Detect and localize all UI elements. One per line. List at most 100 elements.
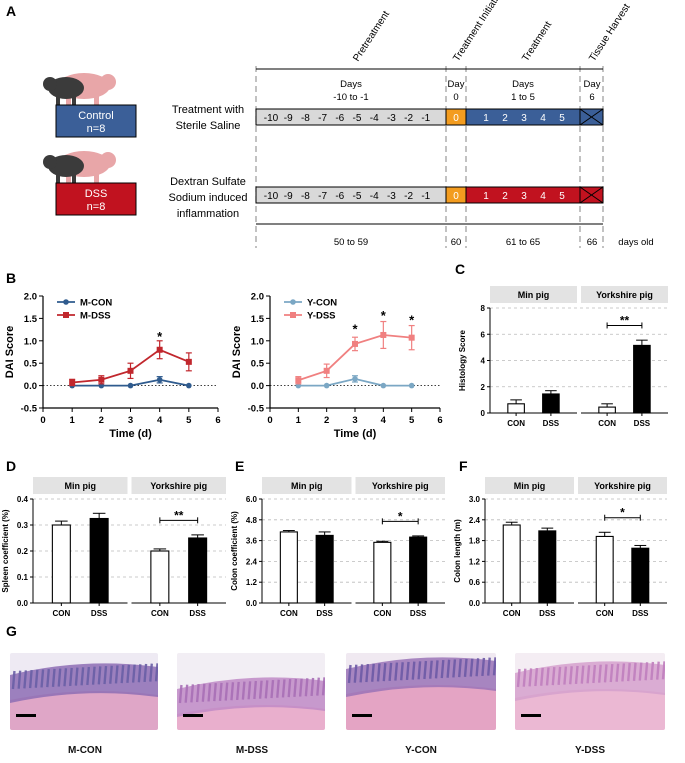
header-day0-line1: Day bbox=[448, 79, 465, 90]
scale-bar bbox=[16, 714, 36, 717]
facet-strip bbox=[355, 477, 445, 494]
crypt bbox=[86, 666, 91, 686]
crypt bbox=[190, 684, 195, 703]
y-tick-label: 4 bbox=[481, 357, 486, 366]
x-tick-label: CON bbox=[373, 609, 391, 618]
data-point bbox=[156, 346, 163, 353]
crypt bbox=[551, 667, 556, 686]
x-tick-label: 3 bbox=[128, 415, 133, 426]
facet-strip bbox=[131, 477, 226, 494]
phase-label-initiation: Treatment Initiation bbox=[451, 0, 507, 64]
crypt bbox=[516, 668, 521, 688]
x-tick-label: CON bbox=[503, 609, 521, 618]
histology-illustration bbox=[515, 653, 665, 730]
data-point bbox=[295, 377, 302, 384]
panel-letter-a: A bbox=[6, 3, 16, 19]
histology-illustration bbox=[346, 653, 496, 730]
histology-image-y-con bbox=[346, 653, 496, 730]
y-tick-label: 0.1 bbox=[17, 573, 29, 582]
crypt bbox=[586, 665, 591, 684]
chart-histology: 0 2 4 6 8 Histology Score Min pig CON DSS Yorkshi… bbox=[458, 286, 668, 428]
crypt bbox=[376, 663, 381, 682]
legend-marker bbox=[63, 312, 69, 318]
x-axis-label: Time (d) bbox=[109, 428, 152, 440]
day-label: -6 bbox=[335, 113, 344, 124]
crypt bbox=[661, 661, 665, 680]
day-label: 1 bbox=[483, 113, 489, 124]
y-tick-label: 2.0 bbox=[251, 292, 264, 303]
x-tick-label: CON bbox=[598, 419, 616, 428]
crypt bbox=[522, 668, 527, 687]
panel-letter-g: G bbox=[6, 623, 17, 639]
x-tick-label: CON bbox=[507, 419, 525, 428]
day-label: -5 bbox=[353, 113, 362, 124]
y-tick-label: 0.5 bbox=[251, 359, 265, 370]
day-label: -8 bbox=[301, 113, 310, 124]
crypt bbox=[51, 668, 56, 687]
y-tick-label: 0.2 bbox=[17, 547, 29, 556]
day-label: 3 bbox=[521, 113, 527, 124]
y-tick-label: -0.5 bbox=[248, 404, 265, 415]
crypt bbox=[603, 664, 608, 683]
y-tick-label: 3.6 bbox=[246, 537, 258, 546]
crypt bbox=[316, 677, 320, 696]
crypt bbox=[534, 667, 539, 687]
crypt bbox=[638, 662, 643, 681]
y-tick-label: 6.0 bbox=[246, 495, 258, 504]
y-tick-label: 0.0 bbox=[246, 599, 258, 608]
x-tick-label: 0 bbox=[267, 415, 272, 426]
dss-group-box bbox=[55, 182, 137, 216]
day-label: 5 bbox=[559, 191, 565, 202]
chart-colon-coef: 0.0 1.2 2.4 3.6 4.8 6.0 Colon coefficient (%) M… bbox=[230, 477, 445, 618]
data-point bbox=[380, 331, 387, 338]
legend-label: M-CON bbox=[80, 298, 112, 309]
header-treat-line2: 1 to 5 bbox=[511, 92, 535, 103]
chart-colon-length: 0.0 0.6 1.2 1.8 2.4 3.0 Colon length (m) Min pi… bbox=[453, 477, 667, 618]
y-tick-label: 0.4 bbox=[17, 495, 29, 504]
crypt bbox=[321, 677, 325, 696]
x-tick-label: CON bbox=[151, 609, 169, 618]
facet-strip bbox=[262, 477, 352, 494]
control-box-line2: n=8 bbox=[87, 123, 106, 135]
y-tick-label: 8 bbox=[481, 304, 486, 313]
crypt bbox=[458, 659, 462, 678]
data-point bbox=[352, 376, 358, 382]
day-label: 2 bbox=[502, 191, 508, 202]
data-point bbox=[185, 358, 192, 365]
x-tick-label: DSS bbox=[91, 609, 108, 618]
y-tick-label: 1.2 bbox=[246, 578, 258, 587]
x-tick-label: 4 bbox=[157, 415, 163, 426]
crypt bbox=[423, 660, 428, 680]
crypt bbox=[74, 667, 79, 686]
facet-strip bbox=[33, 477, 128, 494]
bar bbox=[502, 524, 521, 604]
x-tick-label: 1 bbox=[296, 415, 302, 426]
y-tick-label: 0.5 bbox=[24, 359, 38, 370]
crypt bbox=[11, 670, 16, 690]
crypt bbox=[353, 664, 358, 683]
day-label: 4 bbox=[540, 113, 546, 124]
crypt bbox=[487, 657, 491, 676]
dss-box-line1: DSS bbox=[85, 188, 108, 200]
crypt bbox=[609, 663, 614, 683]
y-tick-label: 6 bbox=[481, 330, 486, 339]
facet-label: Min pig bbox=[514, 481, 546, 491]
pig-icon bbox=[43, 151, 116, 184]
data-point bbox=[127, 382, 134, 389]
day-label: -7 bbox=[318, 113, 327, 124]
age-unit: days old bbox=[618, 237, 653, 248]
crypt bbox=[528, 668, 533, 687]
day-label: -10 bbox=[264, 113, 279, 124]
y-tick-label: 0.3 bbox=[17, 521, 29, 530]
x-tick-label: DSS bbox=[632, 609, 649, 618]
dss-desc-line2: Sodium induced bbox=[169, 192, 248, 204]
y-tick-label: 1.0 bbox=[24, 336, 37, 347]
mucosa-layer bbox=[177, 677, 325, 717]
age-treat: 61 to 65 bbox=[506, 237, 540, 248]
data-point bbox=[127, 367, 134, 374]
x-tick-label: DSS bbox=[189, 609, 206, 618]
y-tick-label: 2.4 bbox=[469, 516, 481, 525]
data-point bbox=[323, 367, 330, 374]
x-tick-label: CON bbox=[280, 609, 298, 618]
